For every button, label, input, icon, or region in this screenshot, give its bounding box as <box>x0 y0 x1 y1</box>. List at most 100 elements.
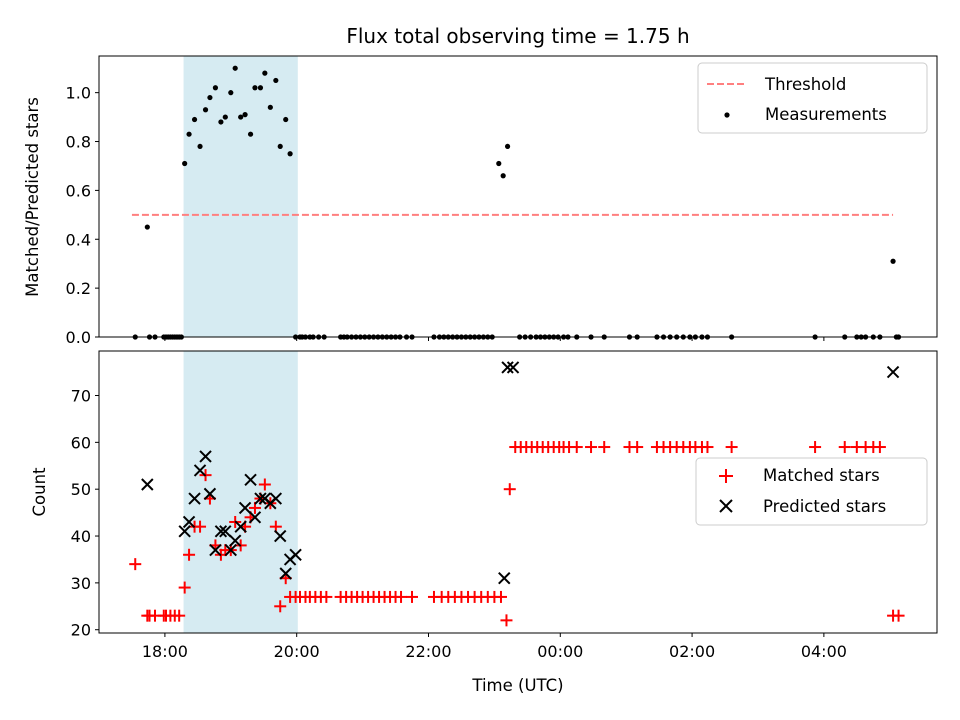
top-shaded-region-layer <box>183 56 298 337</box>
bottom-y-tick-label: 20 <box>71 621 91 640</box>
predicted-star-marker <box>279 567 292 580</box>
bottom-y-tick-label: 50 <box>71 480 91 499</box>
measurement-point <box>496 160 502 167</box>
bottom-legend-box <box>695 457 928 526</box>
predicted-star-marker <box>234 520 247 533</box>
matched-star-marker <box>178 581 191 594</box>
bottom-x-tick-label: 18:00 <box>142 642 188 661</box>
predicted-star-marker <box>182 515 196 529</box>
top-y-tick-label: 0.8 <box>66 133 91 152</box>
matched-star-marker <box>183 548 196 561</box>
bottom-y-tick-label: 30 <box>71 574 91 593</box>
measurement-point <box>238 114 244 120</box>
bottom-y-axis-label: Count <box>30 467 49 517</box>
measurement-point <box>207 94 213 101</box>
measurement-point <box>277 143 283 150</box>
measurement-point <box>197 143 203 150</box>
measurement-point <box>257 85 264 91</box>
measurement-point <box>228 90 234 96</box>
measurement-point <box>890 258 896 264</box>
measurement-point <box>232 65 238 71</box>
bottom-x-tick-label: 00:00 <box>537 642 583 661</box>
measurement-point <box>222 114 228 120</box>
bottom-panel: 20 30 40 50 60 70 18:00 20:00 22:00 00:00 02:00 04… <box>30 350 938 695</box>
predicted-star-marker <box>274 529 287 543</box>
measurement-point <box>212 85 219 91</box>
predicted-star-marker <box>269 492 283 505</box>
predicted-star-marker <box>203 487 217 501</box>
top-legend: Threshold Measurements <box>697 62 928 134</box>
matched-star-marker <box>631 441 644 454</box>
predicted-star-marker <box>209 543 222 557</box>
bottom-x-tick-label: 22:00 <box>405 642 451 661</box>
measurement-point <box>247 131 254 137</box>
matched-star-marker <box>892 609 905 622</box>
bottom-legend-matched-label: Matched stars <box>763 466 880 485</box>
predicted-star-marker <box>224 543 238 557</box>
measurement-point <box>218 119 224 125</box>
bottom-y-tick-label: 40 <box>71 527 91 546</box>
matched-star-marker <box>258 478 271 491</box>
predicted-star-marker <box>188 492 201 505</box>
bottom-x-tick-label: 04:00 <box>801 642 847 661</box>
predicted-star-marker <box>498 571 511 585</box>
measurement-point <box>287 151 293 157</box>
top-legend-measurements-swatch <box>724 112 730 118</box>
predicted-star-marker <box>228 534 242 547</box>
predicted-star-marker <box>238 501 252 515</box>
bottom-y-ticks: 20 30 40 50 60 70 <box>71 387 99 640</box>
matched-star-marker <box>274 600 287 613</box>
predicted-star-marker <box>248 511 262 524</box>
matched-star-marker <box>585 441 598 454</box>
predicted-star-marker <box>193 464 207 477</box>
top-x-ticks <box>164 337 825 341</box>
measurement-point <box>252 85 258 91</box>
predicted-star-marker <box>289 548 302 561</box>
measurement-point <box>500 173 506 179</box>
top-y-tick-label: 0.2 <box>66 279 91 298</box>
predicted-star-marker <box>506 361 520 374</box>
bottom-legend-predicted-swatch <box>719 499 733 513</box>
bottom-shaded-region-layer <box>183 351 298 633</box>
measurement-point <box>144 224 150 230</box>
matched-star-marker <box>809 441 822 454</box>
bottom-axes-frame <box>98 350 938 634</box>
matched-star-marker <box>129 558 142 571</box>
bottom-x-axis-label: Time (UTC) <box>471 676 563 695</box>
matched-star-marker <box>494 590 507 603</box>
top-panel: 0.0 0.2 0.4 0.6 0.8 1.0 Matched/Predicted sta… <box>23 55 938 347</box>
measurement-point <box>267 104 273 110</box>
matched-star-marker <box>406 590 419 603</box>
top-axes-frame <box>98 55 938 338</box>
bottom-shaded-region <box>183 351 298 633</box>
measurement-point <box>186 131 192 137</box>
top-y-tick-label: 1.0 <box>66 84 91 103</box>
matched-star-marker <box>873 441 886 454</box>
matched-star-marker <box>701 441 714 454</box>
matched-star-marker <box>194 520 207 533</box>
matched-star-marker <box>725 441 738 454</box>
top-legend-box <box>697 62 928 134</box>
predicted-star-marker <box>141 478 154 491</box>
measurement-point <box>191 116 198 123</box>
predicted-star-marker <box>214 525 228 538</box>
measurement-point <box>182 160 188 167</box>
matched-star-marker <box>395 590 408 603</box>
matched-star-marker <box>570 441 583 454</box>
top-y-axis-label: Matched/Predicted stars <box>23 97 42 297</box>
measurement-point <box>202 107 209 113</box>
bottom-series-layer <box>129 361 905 627</box>
measurement-point <box>242 112 248 118</box>
predicted-star-marker <box>244 473 257 487</box>
matched-star-marker <box>173 609 186 622</box>
measurement-point <box>273 77 279 84</box>
bottom-legend-predicted-label: Predicted stars <box>763 497 886 516</box>
measurement-point <box>262 70 268 76</box>
matched-star-marker <box>500 614 513 627</box>
top-legend-measurements-label: Measurements <box>765 105 887 124</box>
bottom-x-tick-label: 02:00 <box>669 642 715 661</box>
top-y-ticks: 0.0 0.2 0.4 0.6 0.8 1.0 <box>66 84 99 347</box>
top-y-tick-label: 0.4 <box>66 230 91 249</box>
top-series-layer <box>131 65 902 340</box>
